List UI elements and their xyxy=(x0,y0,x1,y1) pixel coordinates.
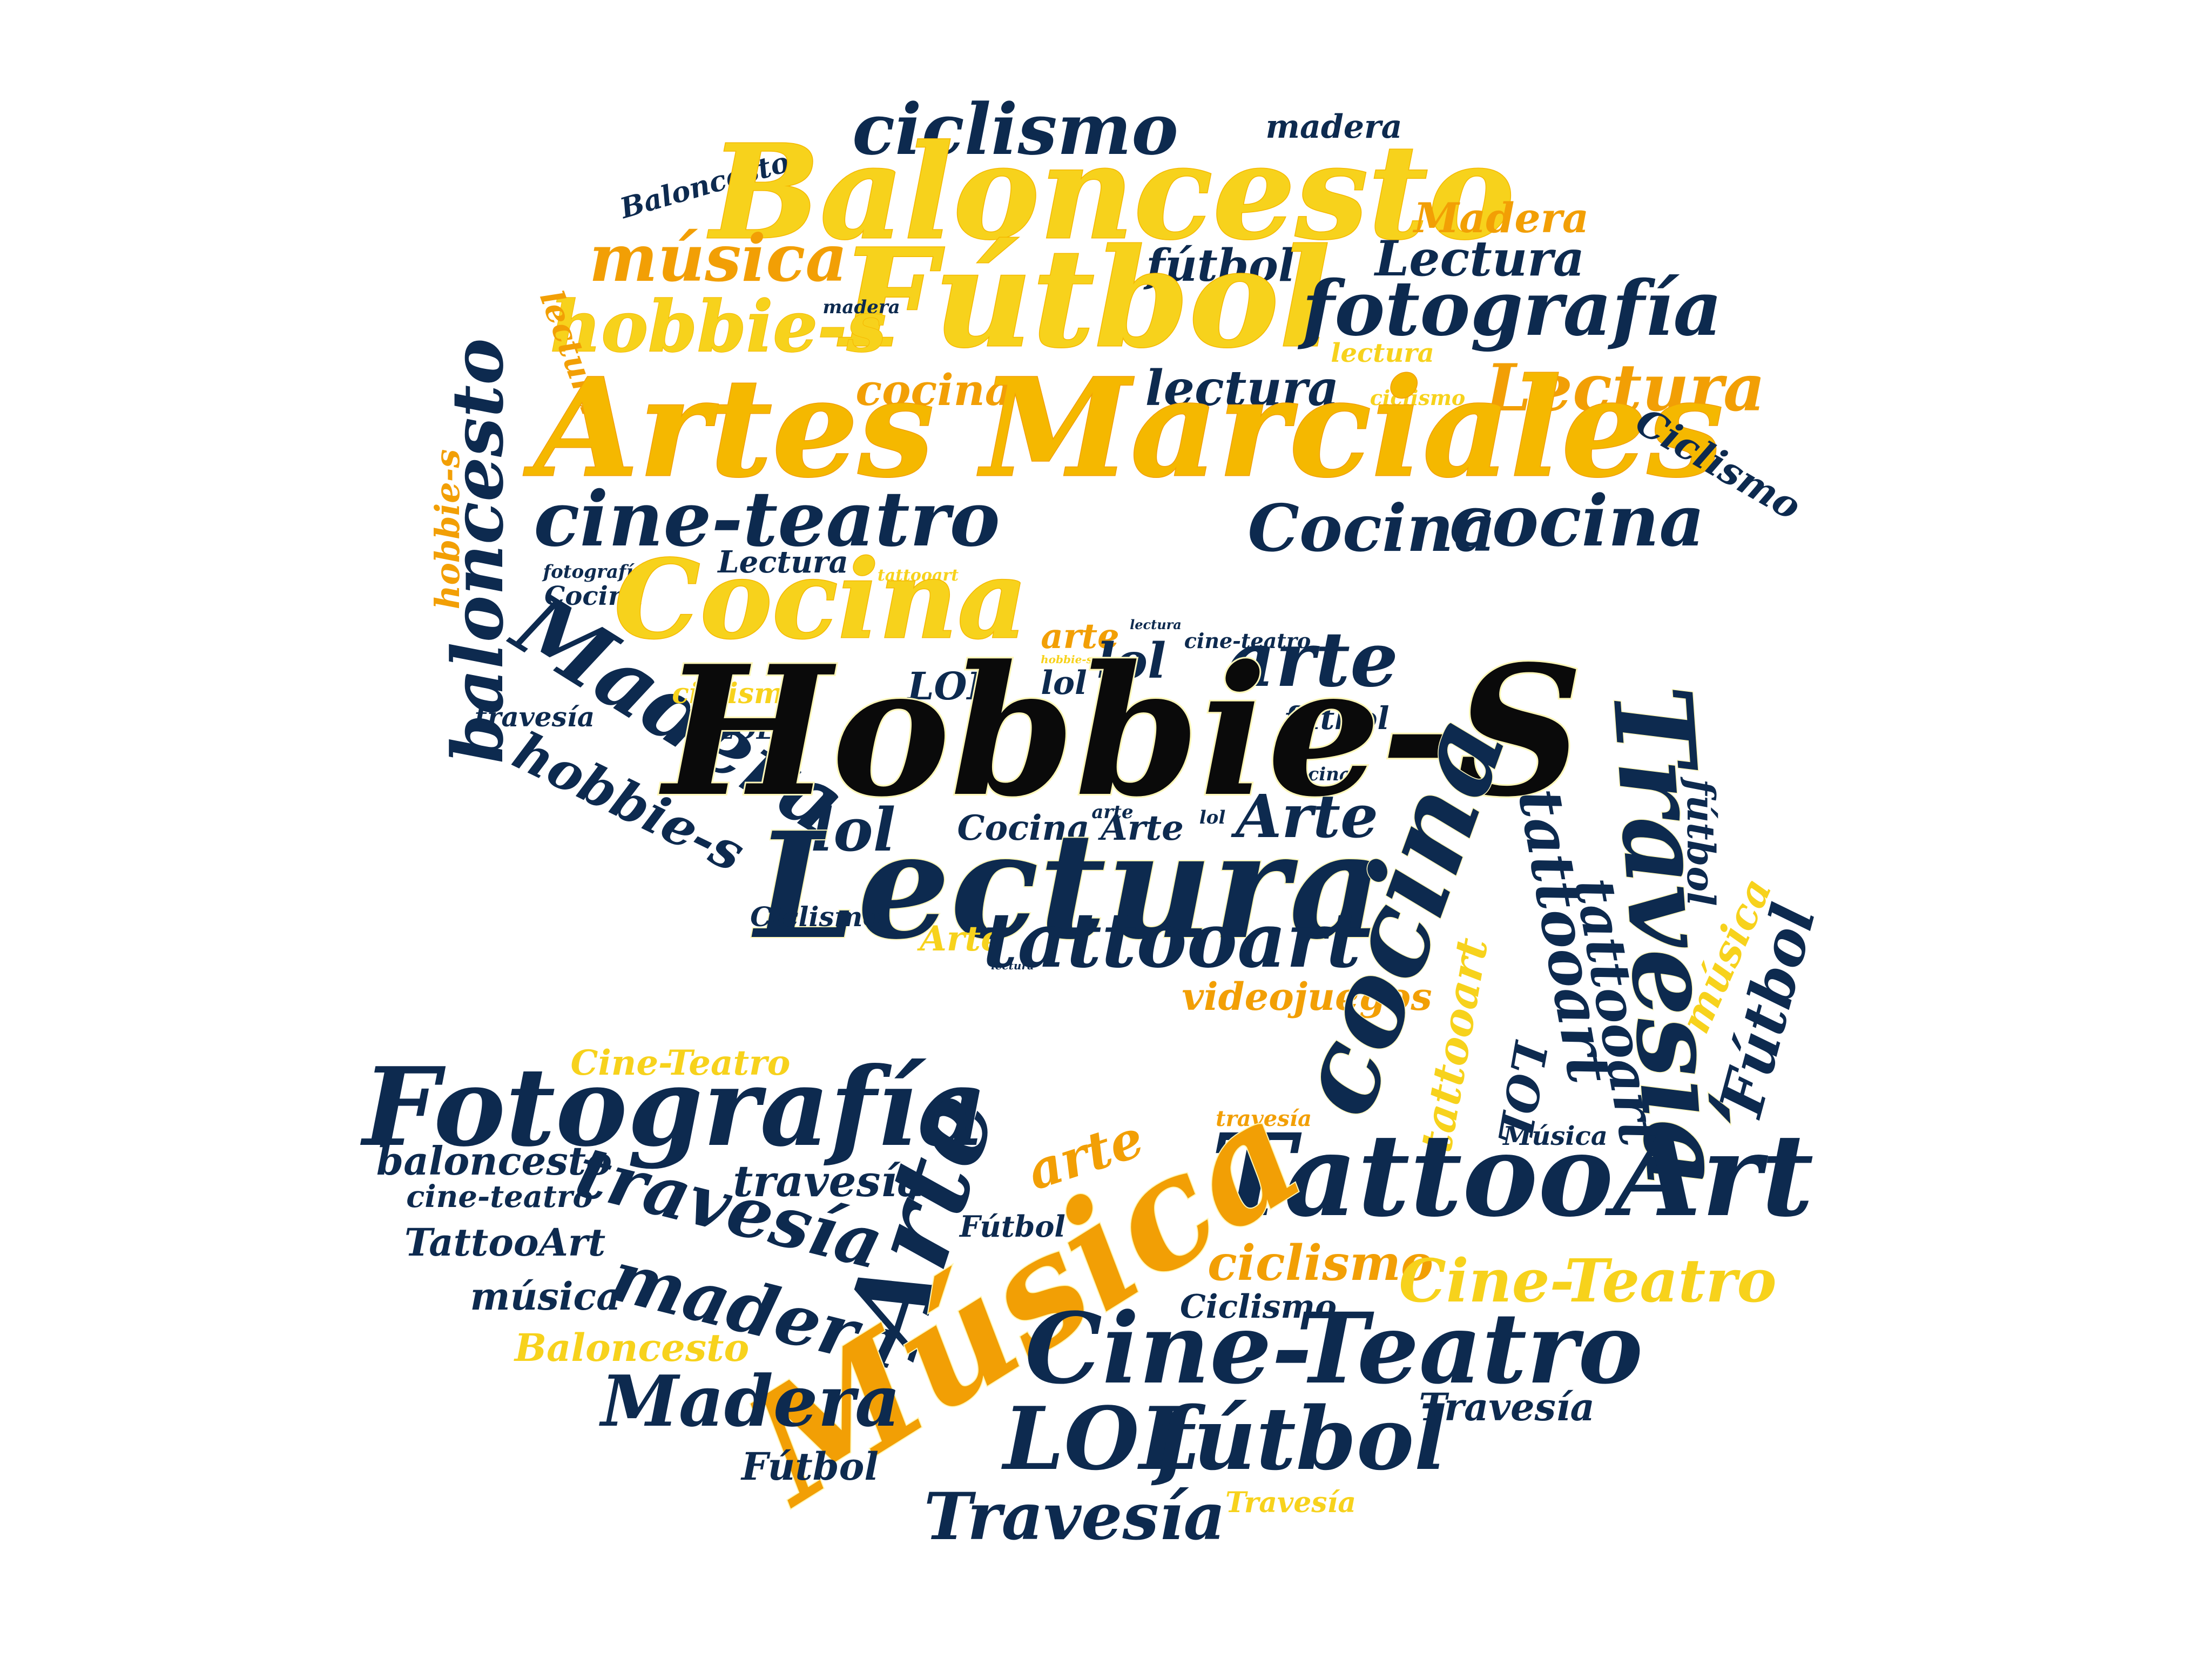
word-lectura-small-mid: Lectura xyxy=(717,544,848,580)
word-travesia-small-mid: travesía xyxy=(733,1156,925,1206)
word-artes-marciales: Artes Marciales xyxy=(523,348,1723,507)
word-madera-tiny: madera xyxy=(822,296,900,318)
word-hobbie-s-tiny: hobbie-s xyxy=(1041,653,1092,666)
word-lol-small-1: lol xyxy=(1097,632,1166,690)
word-baloncesto-large: Baloncesto xyxy=(707,116,1515,268)
word-lectura-navy-mid: lectura xyxy=(1145,360,1339,417)
word-cine-teatro-large: Cine-Teatro xyxy=(1025,1292,1643,1406)
word-cocina-tiny-mid: cocina xyxy=(1284,764,1351,785)
word-lol-medium: lol xyxy=(811,795,896,865)
word-musica-small: Música xyxy=(1502,1121,1608,1151)
word-hobbie-s-vertical: hobbie-s xyxy=(428,449,467,610)
word-futbol-small-bottom-left: Fútbol xyxy=(740,1444,879,1489)
word-cocina-small-mid: Cocina xyxy=(957,808,1090,848)
word-travesia-yellow-bottom: Travesía xyxy=(1225,1486,1356,1519)
word-arte-tiny: arte xyxy=(1091,801,1133,823)
word-arte-navy-mid: arte xyxy=(1226,616,1398,704)
word-tattooart-large: TattooArt xyxy=(1211,1109,1814,1242)
word-fotografia-small: fotografía xyxy=(542,561,645,583)
word-lol-caps-left: LOL xyxy=(906,664,993,709)
word-lectura-orange-right: Lectura xyxy=(1484,350,1765,426)
word-futbol-vertical-small: fútbol xyxy=(1678,776,1723,906)
word-arte-small-bottom: Ciclismo xyxy=(750,901,881,933)
word-lectura-navy-large: tattooart xyxy=(983,896,1361,985)
word-cocina-orange-top: cocina xyxy=(855,365,1013,415)
word-lectura-top-right: Lectura xyxy=(1373,230,1584,287)
word-futbol-bottom: fútbol xyxy=(1151,1388,1447,1489)
word-lol-tiny: lol xyxy=(1199,807,1226,828)
word-cocina-navy-italic: Cocina xyxy=(1247,490,1495,567)
word-cocina-yellow-large: Cocina xyxy=(614,536,1027,663)
word-travesia-orange-tiny: travesía xyxy=(1216,1106,1312,1131)
word-cine-teatro-yellow-bottom: Cine-Teatro xyxy=(1399,1246,1776,1316)
word-futbol-small-top: fútbol xyxy=(1143,240,1295,292)
word-videojuegos-tiny: lectura xyxy=(991,959,1034,972)
word-travesia-small-bottom: Travesía xyxy=(1419,1385,1595,1429)
word-musica-small-bottom: música xyxy=(470,1274,621,1319)
word-lol-caps-bottom: LOL xyxy=(1001,1388,1200,1489)
word-ciclismo-top: ciclismo xyxy=(852,88,1178,171)
word-cine-teatro-tiny: cine-teatro xyxy=(1184,629,1311,653)
word-hobbie-s-yellow: hobbie-s xyxy=(550,285,886,368)
word-cine-teatro-yellow: Cine-Teatro xyxy=(571,1043,791,1083)
word-lectura-yellow-small: lectura xyxy=(1331,338,1434,368)
word-baloncesto-vertical: baloncesto xyxy=(436,338,519,764)
word-baloncesto-navy-small: baloncesto xyxy=(376,1138,612,1184)
word-hobbie-s-main: Hobbie-S xyxy=(658,626,1583,836)
word-futbol-small-mid: fútbol xyxy=(1282,700,1389,737)
word-lol-caps-small: LOL xyxy=(714,715,774,745)
word-lectura-large: Lectura xyxy=(750,800,1384,972)
word-travesia-bottom: Travesía xyxy=(924,1479,1226,1555)
word-travesia-small-left: travesía xyxy=(475,701,595,733)
word-futbol-large: Fútbol xyxy=(838,219,1331,377)
word-tattooart-yellow-small: Arte xyxy=(917,919,1003,959)
word-arte-small-mid: Arte xyxy=(1098,808,1184,848)
word-lol-small-2: lol xyxy=(1041,664,1087,702)
word-arte-navy-right: Arte xyxy=(1231,781,1378,851)
word-madera-bottom: Madera xyxy=(599,1360,900,1442)
word-tattooart-tiny-top: tattooart xyxy=(878,566,959,585)
word-arte-orange-small: arte xyxy=(1041,616,1119,657)
word-ciclismo-small-bottom: Ciclismo xyxy=(1180,1288,1337,1326)
word-futbol-small-bottom: Fútbol xyxy=(959,1209,1065,1244)
word-madera-orange-top: Madera xyxy=(1412,194,1589,242)
word-fotografia-top: fotografía xyxy=(1297,265,1722,353)
word-cocina-small-left: Cocina xyxy=(544,581,644,611)
word-baloncesto-yellow-bottom: Baloncesto xyxy=(514,1325,749,1370)
word-musica-top: música xyxy=(589,220,847,296)
word-lectura-tiny: lectura xyxy=(1130,617,1182,632)
word-fotografia-large: Fotografía xyxy=(360,1044,988,1171)
word-ciclismo-yellow-small: ciclismo xyxy=(672,677,802,710)
word-madera-top: madera xyxy=(1266,108,1402,146)
word-cocina-navy-right: cocina xyxy=(1449,480,1704,562)
word-tattooart-small: TattooArt xyxy=(404,1220,605,1265)
word-ciclismo-orange-bottom: ciclismo xyxy=(1208,1235,1433,1292)
word-cocina-orange-mid: videojuegos xyxy=(1182,974,1432,1019)
word-cine-teatro-top: cine-teatro xyxy=(534,475,1000,564)
word-ciclismo-tiny: ciclismo xyxy=(1370,386,1466,410)
word-cine-teatro-small: cine-teatro xyxy=(406,1179,592,1215)
